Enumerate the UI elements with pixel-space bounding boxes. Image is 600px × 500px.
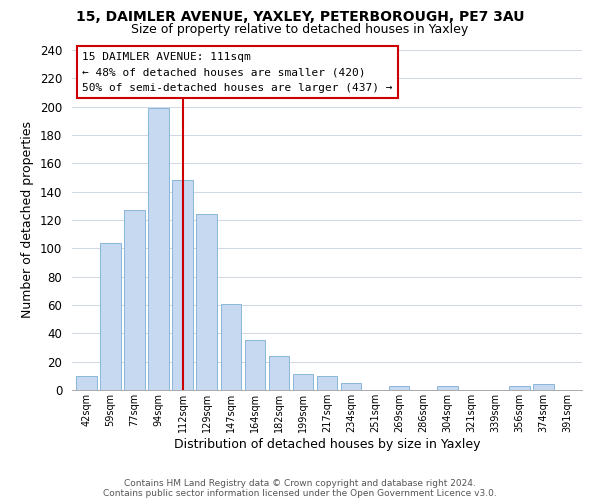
- X-axis label: Distribution of detached houses by size in Yaxley: Distribution of detached houses by size …: [174, 438, 480, 450]
- Bar: [76, 376, 97, 390]
- Bar: [341, 383, 361, 390]
- Bar: [293, 374, 313, 390]
- Bar: [317, 376, 337, 390]
- Bar: [437, 386, 458, 390]
- Text: Contains HM Land Registry data © Crown copyright and database right 2024.: Contains HM Land Registry data © Crown c…: [124, 478, 476, 488]
- Bar: [245, 340, 265, 390]
- Bar: [389, 386, 409, 390]
- Bar: [221, 304, 241, 390]
- Y-axis label: Number of detached properties: Number of detached properties: [22, 122, 34, 318]
- Bar: [509, 386, 530, 390]
- Bar: [196, 214, 217, 390]
- Text: 15, DAIMLER AVENUE, YAXLEY, PETERBOROUGH, PE7 3AU: 15, DAIMLER AVENUE, YAXLEY, PETERBOROUGH…: [76, 10, 524, 24]
- Text: Contains public sector information licensed under the Open Government Licence v3: Contains public sector information licen…: [103, 488, 497, 498]
- Bar: [124, 210, 145, 390]
- Bar: [172, 180, 193, 390]
- Text: Size of property relative to detached houses in Yaxley: Size of property relative to detached ho…: [131, 22, 469, 36]
- Text: 15 DAIMLER AVENUE: 111sqm
← 48% of detached houses are smaller (420)
50% of semi: 15 DAIMLER AVENUE: 111sqm ← 48% of detac…: [82, 52, 392, 93]
- Bar: [100, 242, 121, 390]
- Bar: [269, 356, 289, 390]
- Bar: [148, 108, 169, 390]
- Bar: [533, 384, 554, 390]
